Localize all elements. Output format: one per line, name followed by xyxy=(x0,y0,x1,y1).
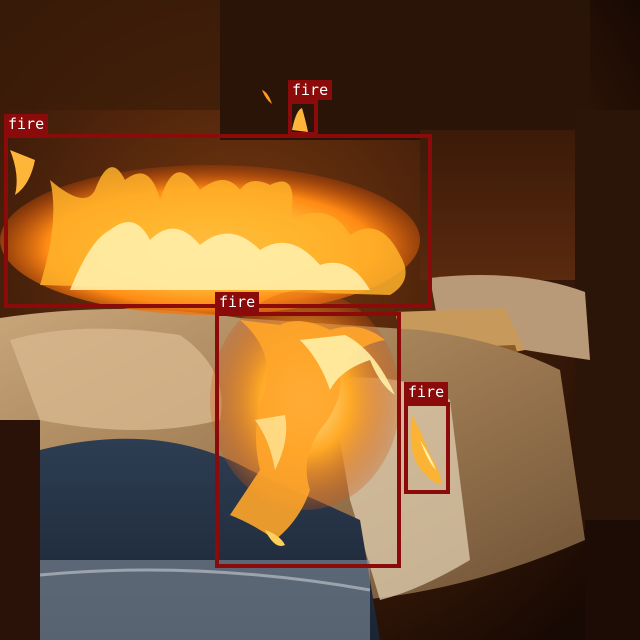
detection-box-fire-small-top: fire xyxy=(288,80,333,136)
detection-label: fire xyxy=(215,292,260,312)
detection-label: fire xyxy=(4,114,49,134)
detection-label: fire xyxy=(288,80,333,100)
detection-box-fire-center: fire xyxy=(215,292,401,568)
detection-box-fire-large: fire xyxy=(4,114,432,308)
detection-label: fire xyxy=(404,382,449,402)
detection-box-fire-right: fire xyxy=(404,382,450,494)
